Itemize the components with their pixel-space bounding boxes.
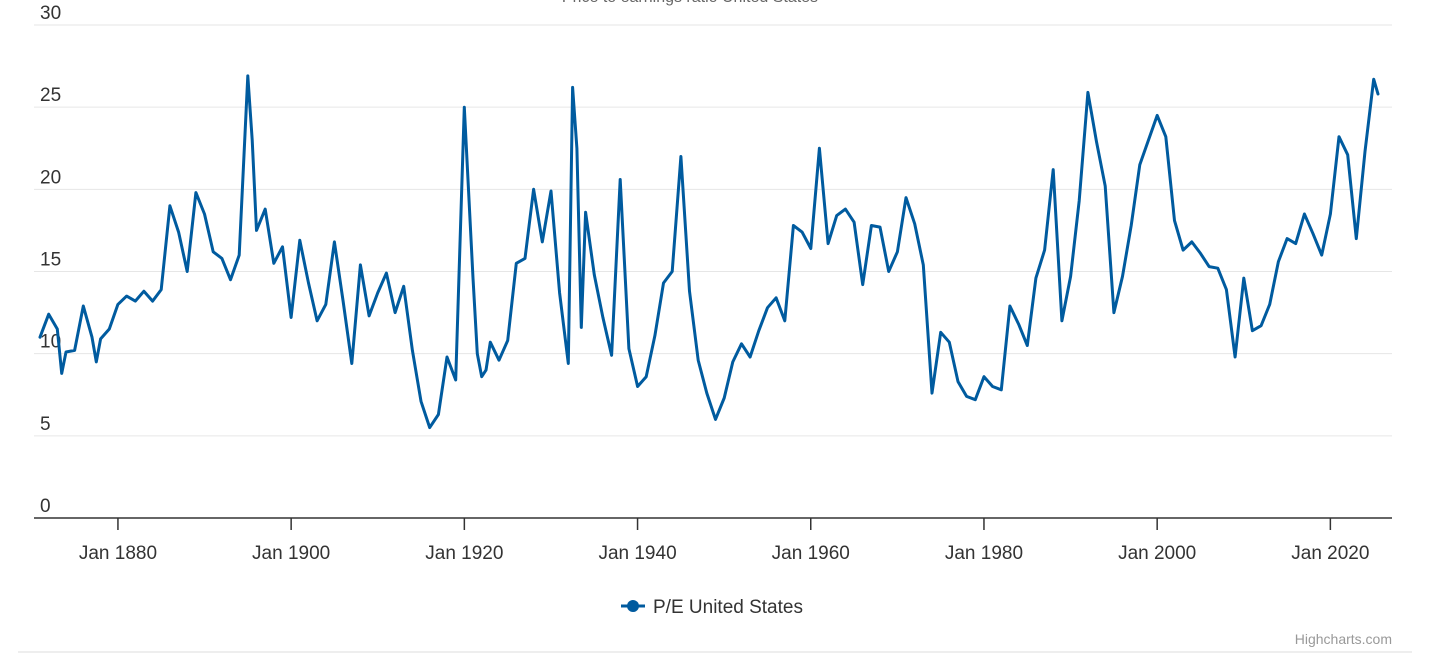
credits-link[interactable]: Highcharts.com [1295,631,1392,647]
y-tick-label: 5 [40,414,51,435]
legend-marker-icon [627,600,639,612]
x-axis: Jan 1880 Jan 1900 Jan 1920 Jan 1940 Jan 1960… [34,517,1392,564]
y-axis: 0 5 10 15 20 25 30 [40,3,61,517]
x-tick-label: Jan 1960 [772,543,850,564]
series-layer [38,74,1380,430]
y-tick-label: 10 [40,332,61,353]
y-tick-label: 0 [40,496,51,517]
x-tick-label: Jan 1900 [252,543,330,564]
x-tick-label: Jan 2000 [1118,543,1196,564]
x-tick-label: Jan 1880 [79,543,157,564]
x-tick-label: Jan 1980 [945,543,1023,564]
series-line-pe-united-states[interactable] [38,74,1380,430]
y-tick-label: 20 [40,167,61,188]
y-tick-label: 30 [40,3,61,24]
y-tick-label: 25 [40,85,61,106]
x-tick-label: Jan 1920 [425,543,503,564]
legend-item[interactable]: P/E United States [621,597,803,618]
legend[interactable]: P/E United States [621,597,803,618]
x-tick-label: Jan 2020 [1291,543,1369,564]
x-tick-label: Jan 1940 [598,543,676,564]
grid-layer [34,24,1392,437]
chart-subtitle: Price to earnings ratio United States [562,0,818,6]
legend-label: P/E United States [653,597,803,618]
y-tick-label: 15 [40,250,61,271]
